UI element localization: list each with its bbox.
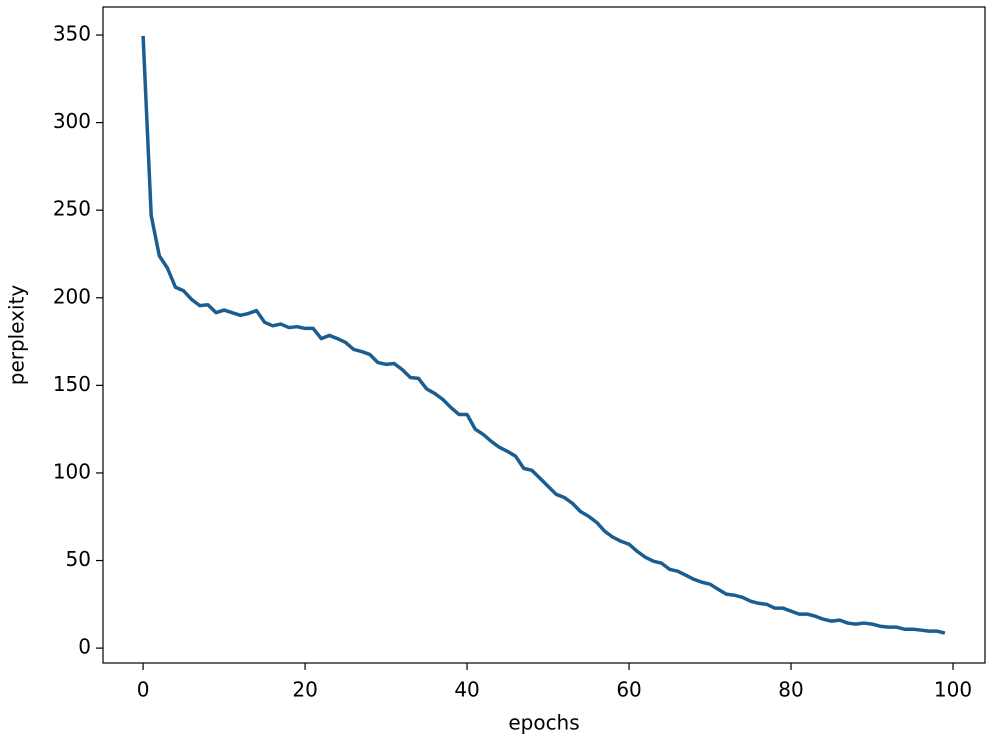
y-axis-label: perplexity [5,285,29,386]
y-tick-label: 200 [53,284,91,308]
y-tick-label: 350 [53,22,91,46]
x-tick-label: 60 [616,678,641,702]
x-tick-label: 80 [778,678,803,702]
y-tick-label: 150 [53,372,91,396]
plot-frame [102,6,986,664]
x-tick-label: 0 [137,678,150,702]
x-axis-label: epochs [508,711,579,735]
y-tick-label: 0 [78,635,91,659]
x-tick-label: 40 [454,678,479,702]
x-tick-label: 100 [934,678,972,702]
y-tick-label: 50 [66,547,91,571]
y-tick-label: 250 [53,197,91,221]
y-tick-label: 100 [53,459,91,483]
y-tick-label: 300 [53,109,91,133]
x-tick-label: 20 [292,678,317,702]
line-series [141,35,946,635]
